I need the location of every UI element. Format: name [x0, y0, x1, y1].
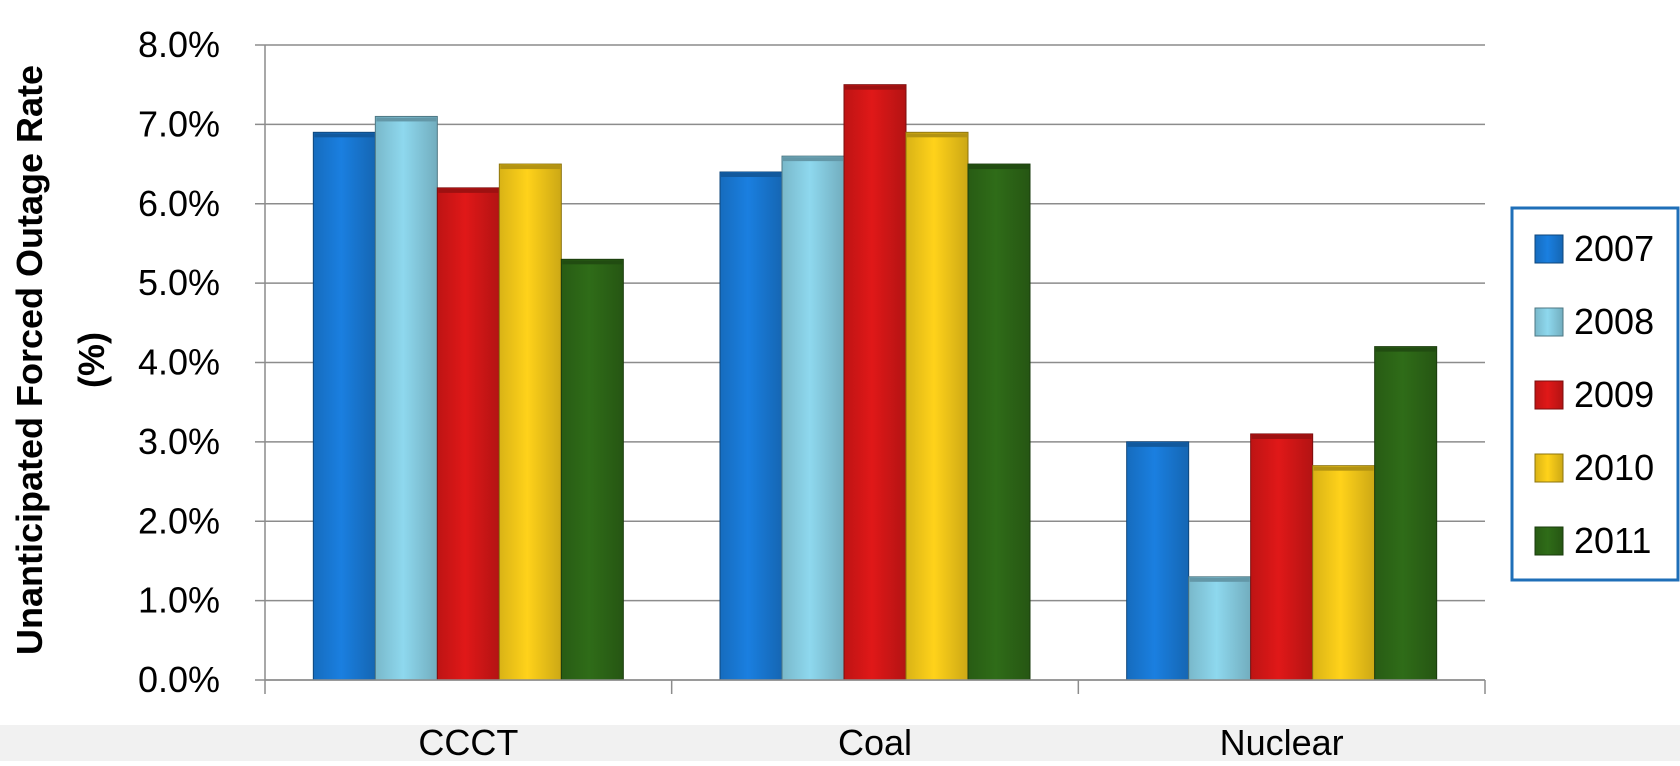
legend-label: 2011	[1574, 520, 1651, 561]
y-axis-unit-label: (%)	[71, 332, 112, 388]
y-axis-label: Unanticipated Forced Outage Rate	[9, 65, 50, 655]
legend-label: 2010	[1574, 447, 1654, 488]
bar-2011-coal	[967, 163, 1031, 681]
y-tick-label: 2.0%	[138, 500, 220, 541]
y-tick-label: 8.0%	[138, 24, 220, 65]
y-tick-label: 1.0%	[138, 580, 220, 621]
legend-item-2011: 2011	[1534, 520, 1651, 561]
legend-label: 2008	[1574, 301, 1654, 342]
y-tick-label: 3.0%	[138, 421, 220, 462]
bar-2011-ccct	[560, 258, 624, 681]
bar-2007-coal	[719, 171, 783, 681]
legend-swatch	[1534, 453, 1564, 483]
y-tick-label: 7.0%	[138, 103, 220, 144]
legend-swatch	[1534, 380, 1564, 410]
bar-2008-ccct	[374, 115, 438, 681]
bar-2008-nuclear	[1188, 576, 1252, 681]
y-tick-label: 0.0%	[138, 659, 220, 700]
x-tick-label: Nuclear	[1220, 722, 1344, 761]
bar-top-bevel	[500, 165, 561, 170]
bar-2007-nuclear	[1126, 441, 1190, 681]
bar-top-bevel	[1313, 466, 1374, 471]
bar-top-bevel	[314, 133, 375, 138]
axes: 0.0% 1.0% 2.0% 3.0% 4.0% 5.0% 6.0% 7.0% 8.0% CCCT…	[138, 24, 1486, 763]
y-axis-title: Unanticipated Forced Outage Rate (%)	[9, 65, 112, 655]
legend-label: 2007	[1574, 228, 1654, 269]
bar-2008-coal	[781, 155, 845, 681]
legend-item-2008: 2008	[1534, 301, 1654, 342]
legend: 2007 2008 2009 2010 2011	[1510, 206, 1680, 582]
bar-2009-nuclear	[1250, 433, 1314, 681]
bar-top-bevel	[1375, 347, 1436, 352]
bar-2010-ccct	[498, 163, 562, 681]
y-tick-label: 6.0%	[138, 183, 220, 224]
legend-swatch	[1534, 234, 1564, 264]
bottom-band	[0, 725, 1680, 761]
bar-top-bevel	[721, 173, 781, 177]
bar-2007-ccct	[312, 131, 376, 681]
bar-top-bevel	[969, 165, 1029, 170]
legend-item-2009: 2009	[1534, 374, 1654, 415]
legend-item-2010: 2010	[1534, 447, 1654, 488]
bar-2010-nuclear	[1312, 465, 1376, 681]
bar-top-bevel	[845, 85, 905, 90]
bar-top-bevel	[376, 117, 437, 122]
bar-top-bevel	[1189, 577, 1250, 582]
bar-2009-ccct	[436, 187, 500, 681]
x-tick-label: CCCT	[418, 722, 518, 761]
bar-top-bevel	[438, 188, 499, 193]
x-tick-label: Coal	[838, 722, 912, 761]
bar-top-bevel	[783, 157, 843, 162]
legend-swatch	[1534, 526, 1564, 556]
bar-2010-coal	[905, 131, 969, 681]
legend-swatch	[1534, 307, 1564, 337]
bar-top-bevel	[562, 260, 623, 265]
bar-top-bevel	[907, 133, 967, 138]
bar-2009-coal	[843, 84, 907, 681]
y-tick-label: 5.0%	[138, 262, 220, 303]
bar-top-bevel	[1251, 434, 1312, 439]
bars	[312, 84, 1438, 681]
legend-label: 2009	[1574, 374, 1654, 415]
bar-2011-nuclear	[1374, 346, 1438, 681]
bar-top-bevel	[1127, 442, 1188, 447]
y-tick-label: 4.0%	[138, 342, 220, 383]
legend-item-2007: 2007	[1534, 228, 1654, 269]
